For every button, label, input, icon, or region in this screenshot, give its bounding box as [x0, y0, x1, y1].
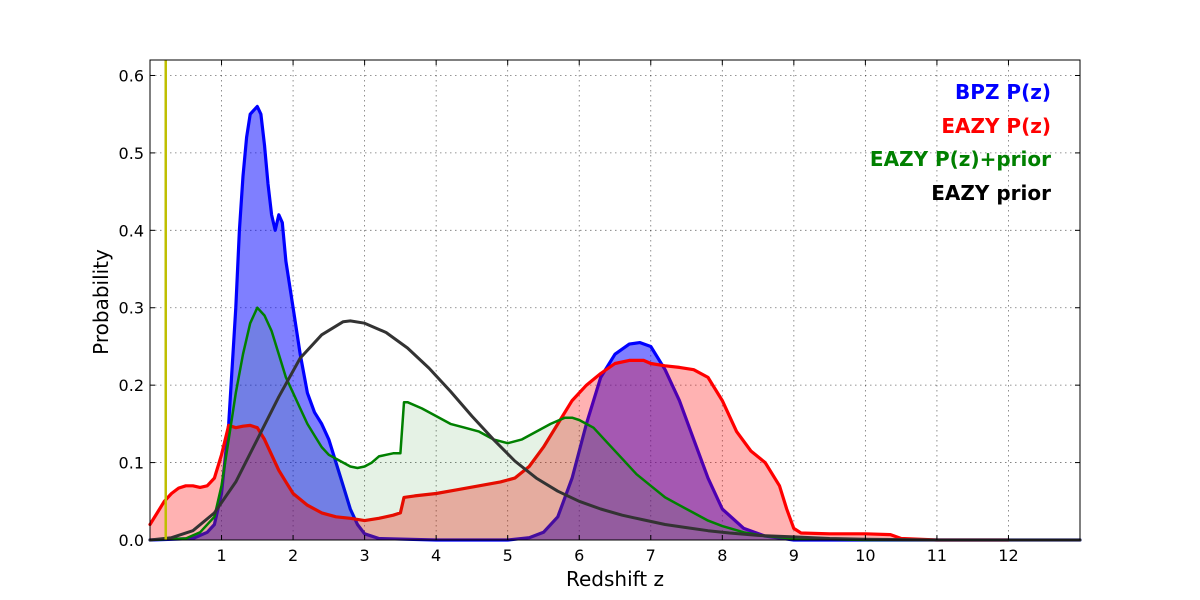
series-area-bpz-p-z — [150, 106, 1080, 540]
x-tick-label: 8 — [717, 546, 727, 565]
legend-item-eazy-prior: EAZY prior — [931, 181, 1051, 205]
series-line-bpz-p-z — [148, 104, 1082, 542]
y-tick-label: 0.6 — [119, 66, 144, 85]
series-area-eazy-p-z — [150, 360, 1009, 540]
y-tick-label: 0.3 — [119, 299, 144, 318]
series-area-eazy-p-z-prior — [150, 307, 1080, 540]
x-tick-label: 10 — [855, 546, 875, 565]
x-tick-label: 2 — [288, 546, 298, 565]
plot-frame — [149, 59, 1081, 541]
y-tick-label: 0.5 — [119, 144, 144, 163]
y-axis-label: Probability — [89, 249, 113, 355]
x-tick-label: 12 — [998, 546, 1018, 565]
x-tick-label: 4 — [431, 546, 441, 565]
x-tick-label: 9 — [789, 546, 799, 565]
legend-item-eazy-prior-combined: EAZY P(z)+prior — [870, 147, 1051, 171]
y-tick-label: 0.1 — [119, 454, 144, 473]
y-tick-label: 0.0 — [119, 531, 144, 550]
legend-item-eazy: EAZY P(z) — [941, 114, 1051, 138]
series-line-eazy-prior — [148, 319, 1082, 542]
series-layer — [148, 104, 1082, 542]
legend: BPZ P(z) EAZY P(z) EAZY P(z)+prior EAZY … — [870, 80, 1051, 205]
x-tick-label: 1 — [216, 546, 226, 565]
y-tick-label: 0.4 — [119, 221, 144, 240]
ticks: 1 2 3 4 5 6 7 8 9 10 11 120.00.10.20.30.40.50.6 — [119, 60, 1080, 565]
x-tick-label: 7 — [646, 546, 656, 565]
legend-item-bpz: BPZ P(z) — [955, 80, 1051, 104]
y-tick-label: 0.2 — [119, 376, 144, 395]
x-tick-label: 11 — [927, 546, 947, 565]
x-tick-label: 6 — [574, 546, 584, 565]
x-tick-label: 3 — [360, 546, 370, 565]
x-axis-label: Redshift z — [566, 567, 664, 591]
x-tick-label: 5 — [503, 546, 513, 565]
series-line-eazy-p-z-prior — [148, 306, 1082, 542]
series-line-eazy-p-z — [148, 358, 1011, 542]
